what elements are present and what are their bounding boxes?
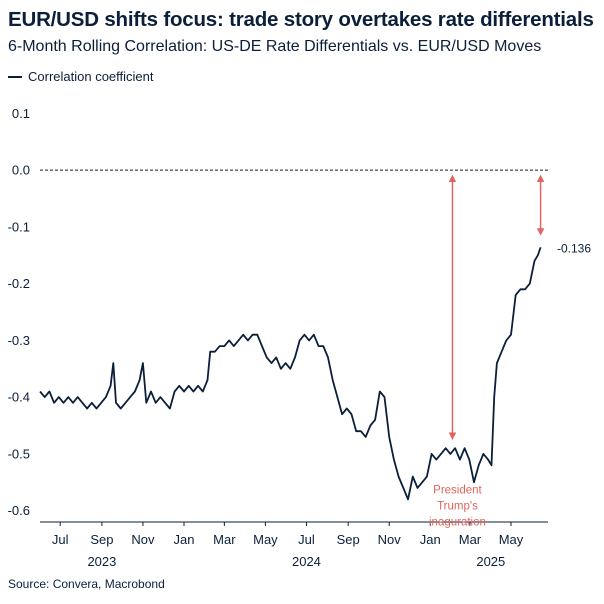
x-tick-label: Jul bbox=[298, 532, 315, 547]
y-tick-label: -0.6 bbox=[8, 503, 30, 518]
x-tick-label: May bbox=[499, 532, 524, 547]
x-tick-label: Mar bbox=[213, 532, 236, 547]
y-tick-label: -0.2 bbox=[8, 276, 30, 291]
source-note: Source: Convera, Macrobond bbox=[8, 577, 165, 591]
x-tick-label: Jul bbox=[52, 532, 69, 547]
x-tick-label: Sep bbox=[90, 532, 113, 547]
x-tick-label: Nov bbox=[131, 532, 155, 547]
series-line bbox=[39, 247, 542, 501]
y-tick-label: -0.3 bbox=[8, 333, 30, 348]
event-annotation-label: President bbox=[433, 484, 482, 496]
chart-title: EUR/USD shifts focus: trade story overta… bbox=[8, 8, 594, 31]
x-tick-label: Jan bbox=[420, 532, 441, 547]
y-tick-label: -0.1 bbox=[8, 219, 30, 234]
y-tick-label: 0.0 bbox=[12, 163, 30, 178]
legend-swatch bbox=[8, 75, 22, 78]
x-tick-label: Sep bbox=[337, 532, 360, 547]
x-year-label: 2025 bbox=[476, 554, 505, 569]
x-tick-label: May bbox=[253, 532, 278, 547]
event-annotation-label: inaguration bbox=[429, 516, 486, 528]
x-tick-label: Mar bbox=[459, 532, 482, 547]
y-tick-label: -0.4 bbox=[8, 390, 30, 405]
chart-subtitle: 6-Month Rolling Correlation: US-DE Rate … bbox=[8, 38, 542, 55]
x-year-label: 2024 bbox=[292, 554, 321, 569]
y-tick-label: 0.1 bbox=[12, 106, 30, 121]
last-value-label: -0.136 bbox=[557, 241, 591, 255]
legend: Correlation coefficient bbox=[8, 69, 154, 84]
legend-label: Correlation coefficient bbox=[28, 69, 154, 84]
y-tick-label: -0.5 bbox=[8, 446, 30, 461]
x-year-label: 2023 bbox=[87, 554, 116, 569]
event-annotation-label: Trump's bbox=[437, 500, 478, 512]
x-tick-label: Nov bbox=[378, 532, 402, 547]
x-tick-label: Jan bbox=[174, 532, 195, 547]
